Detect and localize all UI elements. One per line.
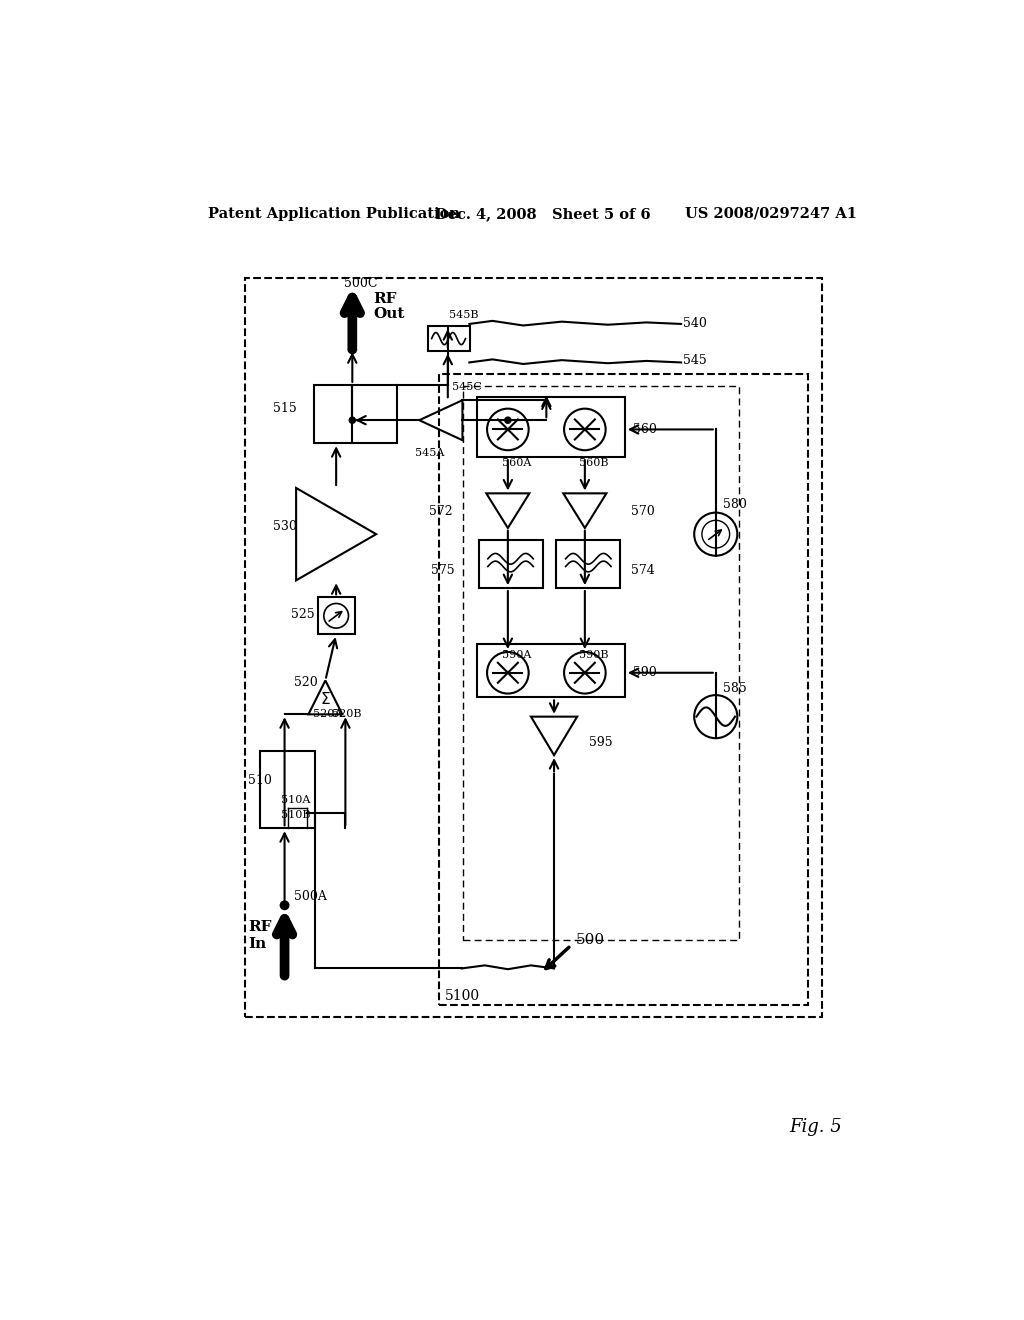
Text: RF: RF bbox=[249, 920, 271, 933]
Text: US 2008/0297247 A1: US 2008/0297247 A1 bbox=[685, 207, 857, 220]
Text: 540: 540 bbox=[683, 317, 708, 330]
Text: 545C: 545C bbox=[453, 381, 482, 392]
Text: $\Sigma$: $\Sigma$ bbox=[321, 690, 331, 708]
Circle shape bbox=[505, 417, 511, 424]
Text: 510A: 510A bbox=[282, 795, 311, 805]
Text: 510B: 510B bbox=[282, 810, 311, 820]
Bar bbox=[478, 540, 543, 589]
Text: RF: RF bbox=[373, 292, 396, 305]
Text: 525: 525 bbox=[291, 607, 314, 620]
Text: 545A: 545A bbox=[416, 447, 444, 458]
Text: 545B: 545B bbox=[449, 310, 478, 319]
Bar bbox=[260, 751, 315, 829]
Bar bbox=[313, 385, 397, 444]
Text: 500: 500 bbox=[575, 933, 605, 946]
Bar bbox=[477, 644, 625, 697]
Text: 590B: 590B bbox=[579, 649, 608, 660]
Text: 574: 574 bbox=[631, 564, 654, 577]
Bar bbox=[245, 277, 822, 1016]
Text: 595: 595 bbox=[590, 735, 613, 748]
Text: 580: 580 bbox=[724, 499, 748, 511]
Circle shape bbox=[281, 902, 289, 909]
Text: Patent Application Publication: Patent Application Publication bbox=[208, 207, 460, 220]
Text: 500A: 500A bbox=[294, 890, 327, 903]
Text: 515: 515 bbox=[273, 403, 297, 416]
Text: 570: 570 bbox=[631, 504, 654, 517]
Text: Fig. 5: Fig. 5 bbox=[788, 1118, 842, 1137]
Text: 520A: 520A bbox=[313, 709, 342, 719]
Text: 590: 590 bbox=[633, 667, 656, 680]
Circle shape bbox=[348, 345, 356, 354]
Circle shape bbox=[349, 417, 355, 424]
Text: In: In bbox=[249, 937, 266, 950]
Text: 560A: 560A bbox=[502, 458, 531, 467]
Bar bbox=[317, 597, 354, 635]
Bar bbox=[556, 540, 621, 589]
Text: 560B: 560B bbox=[579, 458, 608, 467]
Text: 500C: 500C bbox=[344, 277, 378, 290]
Bar bbox=[438, 374, 808, 1006]
Text: 510: 510 bbox=[248, 774, 271, 787]
Text: 590A: 590A bbox=[502, 649, 531, 660]
Text: Out: Out bbox=[373, 308, 404, 321]
Bar bbox=[428, 326, 470, 351]
Text: Dec. 4, 2008   Sheet 5 of 6: Dec. 4, 2008 Sheet 5 of 6 bbox=[435, 207, 650, 220]
Text: 560: 560 bbox=[633, 422, 656, 436]
Text: 575: 575 bbox=[431, 564, 455, 577]
Text: 545: 545 bbox=[683, 354, 708, 367]
Text: 585: 585 bbox=[724, 681, 748, 694]
Text: 520: 520 bbox=[294, 676, 317, 689]
Bar bbox=[477, 397, 625, 457]
Text: 5100: 5100 bbox=[444, 989, 480, 1003]
Text: 572: 572 bbox=[429, 504, 453, 517]
Text: 520B: 520B bbox=[333, 709, 361, 719]
Text: 530: 530 bbox=[273, 520, 297, 533]
Bar bbox=[463, 385, 739, 940]
